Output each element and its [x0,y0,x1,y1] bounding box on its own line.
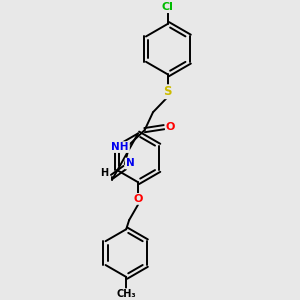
Text: Cl: Cl [162,2,174,12]
Text: H: H [100,168,108,178]
Text: S: S [164,85,172,98]
Text: O: O [166,122,175,132]
Text: O: O [134,194,143,204]
Text: CH₃: CH₃ [116,289,136,299]
Text: N: N [126,158,134,169]
Text: NH: NH [112,142,129,152]
